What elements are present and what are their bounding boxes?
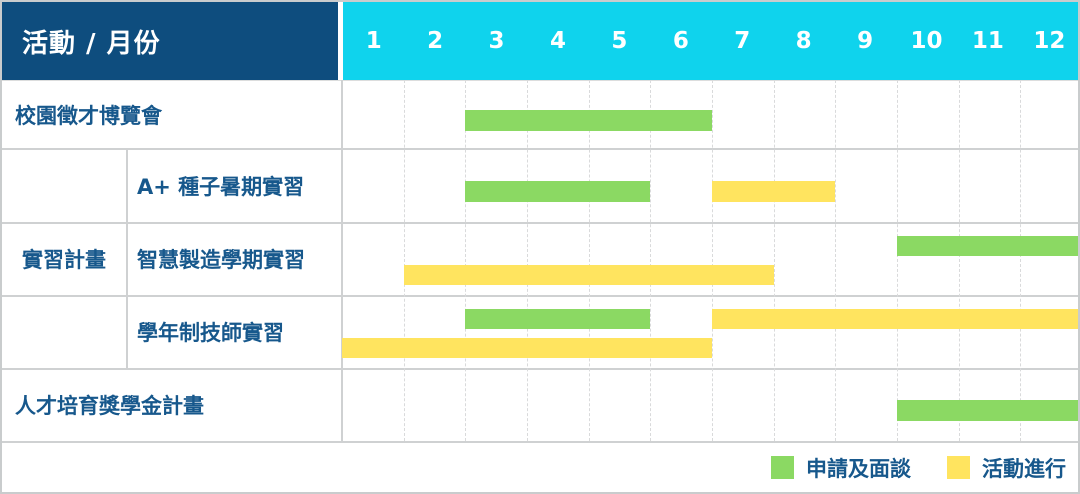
month-label-9: 9 xyxy=(857,28,874,54)
gantt-bar-activity-ongoing xyxy=(403,265,774,285)
month-label-3: 3 xyxy=(488,28,505,54)
grid-hline xyxy=(2,148,1078,150)
activity-label-aplus-summer-internship: A+ 種子暑期實習 xyxy=(137,174,305,199)
month-label-7: 7 xyxy=(734,28,751,54)
activity-label-talent-scholarship-program: 人才培育獎學金計畫 xyxy=(15,394,204,418)
legend-label-activity-ongoing: 活動進行 xyxy=(982,456,1066,481)
grid-vline-labels-chart xyxy=(341,80,343,441)
month-gridline xyxy=(712,80,713,441)
table-header-activity-month: 活動 / 月份 xyxy=(2,2,338,80)
gantt-bar-apply-interview xyxy=(465,110,712,131)
header-title: 活動 / 月份 xyxy=(22,28,161,59)
month-label-1: 1 xyxy=(365,28,382,54)
activity-label-career-fair: 校園徵才博覽會 xyxy=(15,103,162,128)
legend: 申請及面談 活動進行 xyxy=(771,441,1066,492)
grid-vline-group-sub xyxy=(126,149,128,368)
month-gridline xyxy=(897,80,898,441)
grid-hline xyxy=(2,441,1078,443)
month-gridline xyxy=(404,80,405,441)
gantt-bar-apply-interview xyxy=(897,236,1078,256)
month-label-11: 11 xyxy=(971,28,1004,54)
legend-swatch-activity-ongoing xyxy=(947,456,970,479)
activity-label-year-round-technician-internship: 學年制技師實習 xyxy=(137,321,284,345)
grid-hline xyxy=(2,368,1078,370)
gantt-bar-apply-interview xyxy=(465,181,651,202)
legend-swatch-apply-interview xyxy=(771,456,794,479)
month-gridline xyxy=(465,80,466,441)
gantt-bar-apply-interview xyxy=(465,309,651,329)
month-gridline xyxy=(774,80,775,441)
gantt-bar-activity-ongoing xyxy=(712,309,1078,329)
month-gridline xyxy=(589,80,590,441)
grid-hline xyxy=(2,295,1078,297)
month-header: 1 2 3 4 5 6 7 8 9 10 11 12 xyxy=(343,2,1078,80)
month-label-12: 12 xyxy=(1033,28,1066,54)
month-gridline xyxy=(959,80,960,441)
month-gridline xyxy=(527,80,528,441)
month-gridline xyxy=(1020,80,1021,441)
month-gridline xyxy=(835,80,836,441)
month-label-2: 2 xyxy=(427,28,444,54)
gantt-bar-activity-ongoing xyxy=(342,338,712,358)
gantt-bar-activity-ongoing xyxy=(712,181,836,202)
month-label-8: 8 xyxy=(795,28,812,54)
grid-hline xyxy=(2,222,1078,224)
grid-hline xyxy=(2,80,1078,81)
month-label-4: 4 xyxy=(549,28,566,54)
group-label-internship-plan: 實習計畫 xyxy=(22,248,106,272)
month-label-5: 5 xyxy=(611,28,628,54)
month-gridline xyxy=(650,80,651,441)
month-label-10: 10 xyxy=(910,28,943,54)
month-label-6: 6 xyxy=(672,28,689,54)
activity-label-smart-manufacturing-internship: 智慧製造學期實習 xyxy=(137,248,305,272)
legend-label-apply-interview: 申請及面談 xyxy=(806,456,911,481)
gantt-bar-apply-interview xyxy=(897,400,1078,421)
